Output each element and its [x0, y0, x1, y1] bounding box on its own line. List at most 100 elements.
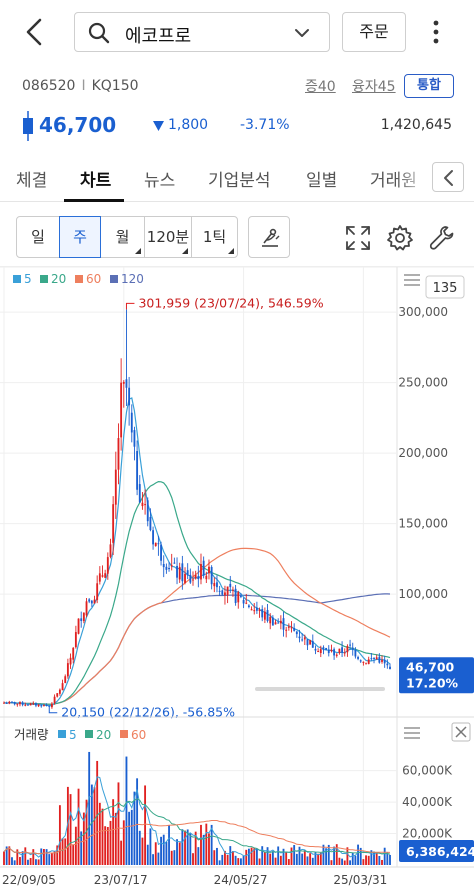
tab-scroll-left-button[interactable]: [432, 162, 464, 192]
y-tick-label: 100,000: [398, 587, 448, 601]
visible-count-box[interactable]: [425, 275, 465, 299]
volume-bar: [205, 823, 208, 865]
price-change-pct: -3.71%: [240, 117, 290, 133]
candle-body: [373, 657, 375, 659]
period-minute[interactable]: 120분: [144, 216, 192, 258]
period-tick[interactable]: 1틱: [191, 216, 238, 258]
candle-body: [122, 381, 125, 384]
volume-legend-label-ma5: 5: [69, 728, 77, 742]
candle-body: [192, 579, 194, 581]
volume-bar: [253, 848, 256, 865]
volume-menu-icon[interactable]: [404, 727, 420, 739]
tab-daily[interactable]: 일별: [306, 171, 338, 191]
volume-bar: [325, 848, 328, 865]
volume-bar: [279, 855, 282, 865]
candle-body: [343, 652, 346, 654]
order-button[interactable]: 주문: [342, 12, 406, 52]
gear-icon[interactable]: [386, 224, 414, 252]
integrated-market-button[interactable]: 통합: [404, 74, 454, 98]
volume-bar: [277, 846, 280, 865]
candle-body: [189, 574, 192, 583]
current-volume-tag: [399, 840, 474, 862]
candle-body: [221, 590, 224, 595]
tab-chart[interactable]: 차트: [80, 171, 112, 191]
volume-bar: [221, 854, 224, 865]
candle-body: [335, 654, 338, 656]
tab-company-analysis[interactable]: 기업분석: [208, 171, 271, 191]
stock-chart[interactable]: 300,000 250,000 200,000 150,000 100,000 5 20 6…: [0, 267, 474, 891]
tab-trades[interactable]: 체결: [16, 171, 48, 191]
back-chevron-icon[interactable]: [18, 14, 50, 50]
volume-bar: [250, 847, 253, 865]
candle-body: [311, 641, 314, 648]
chart-scrollbar[interactable]: [255, 687, 385, 691]
candle-body: [178, 566, 181, 580]
drawing-tool-button[interactable]: [248, 216, 290, 258]
period-month[interactable]: 월: [100, 216, 145, 258]
kebab-menu-icon[interactable]: [424, 14, 448, 50]
loan-rate-link[interactable]: 융자45: [352, 79, 396, 95]
candle-body: [130, 412, 133, 433]
high-arrow: [125, 302, 135, 310]
candle-body: [287, 626, 290, 628]
candle-body: [269, 616, 272, 624]
candle-body: [245, 602, 248, 604]
volume-bar: [351, 852, 354, 865]
volume-bar: [162, 834, 165, 865]
volume-bar: [303, 850, 306, 865]
stock-search-box[interactable]: 에코프로: [74, 12, 330, 52]
margin-rate-link[interactable]: 증40: [305, 79, 336, 95]
dropdown-triangle-icon: [135, 248, 141, 254]
candle-body: [213, 582, 216, 587]
chevron-down-icon[interactable]: [293, 24, 311, 42]
close-icon[interactable]: [451, 722, 471, 742]
volume-bar: [200, 824, 202, 865]
volume-bar: [378, 856, 381, 865]
candle-body: [138, 484, 141, 503]
wrench-icon[interactable]: [428, 224, 456, 252]
current-price-tag-pct: 17.20%: [406, 675, 459, 690]
candle-body: [181, 563, 184, 582]
volume-bar: [48, 854, 51, 865]
candle-body: [226, 586, 229, 595]
volume-bar: [117, 782, 120, 865]
volume-bar: [178, 842, 181, 865]
volume-bar: [109, 820, 112, 865]
volume-bar: [269, 853, 272, 865]
candle-body: [258, 609, 261, 612]
volume-bar: [184, 830, 186, 865]
volume-bar: [61, 838, 64, 865]
volume-bar: [218, 860, 221, 865]
volume-bar: [136, 778, 139, 865]
volume-legend: 5 20 60: [58, 728, 146, 742]
volume-bar: [45, 849, 48, 865]
low-annotation-text: 20,150 (22/12/26), -56.85%: [61, 705, 235, 720]
volume-bar: [112, 799, 115, 865]
candle-body: [253, 610, 256, 612]
candle-body: [357, 657, 359, 659]
period-week[interactable]: 주: [59, 216, 101, 258]
current-price-tag-value: 46,700: [406, 659, 455, 674]
tab-news[interactable]: 뉴스: [144, 171, 176, 191]
y-tick-label: 150,000: [398, 517, 448, 531]
candle-body: [66, 663, 69, 677]
volume-y-ticks: 60,000K 40,000K 20,000K: [402, 764, 453, 841]
volume-bar: [40, 848, 43, 865]
candle-body: [146, 500, 149, 522]
candle-body: [386, 663, 389, 666]
period-day[interactable]: 일: [16, 216, 60, 258]
low-arrow: [48, 706, 58, 714]
expand-icon[interactable]: [344, 224, 372, 252]
volume-bar: [208, 833, 210, 865]
volume-bar: [56, 845, 59, 865]
candle-body: [133, 430, 136, 447]
pane-menu-icons[interactable]: [404, 274, 420, 286]
chart-area[interactable]: 300,000 250,000 200,000 150,000 100,000 5 20 6…: [0, 266, 474, 891]
volume-bar: [194, 831, 197, 865]
volume-bar: [165, 841, 168, 865]
volume-bar: [77, 788, 80, 865]
candle-body: [128, 387, 131, 406]
volume-bar: [154, 842, 157, 865]
volume-ma5-path: [3, 776, 391, 858]
volume-bar: [152, 854, 155, 865]
